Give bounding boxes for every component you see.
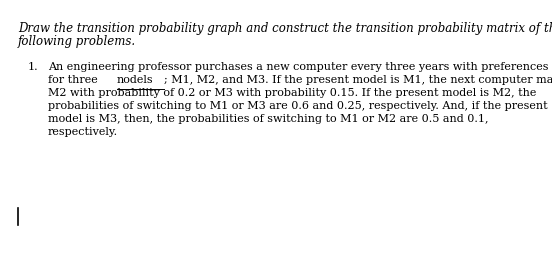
Text: M2 with probability of 0.2 or M3 with probability 0.15. If the present model is : M2 with probability of 0.2 or M3 with pr… xyxy=(48,88,537,98)
Text: An engineering professor purchases a new computer every three years with prefere: An engineering professor purchases a new… xyxy=(48,62,549,72)
Text: following problems.: following problems. xyxy=(18,35,136,48)
Text: 1.: 1. xyxy=(28,62,39,72)
Text: model is M3, then, the probabilities of switching to M1 or M2 are 0.5 and 0.1,: model is M3, then, the probabilities of … xyxy=(48,114,489,124)
Text: nodels: nodels xyxy=(116,75,153,85)
Text: Draw the transition probability graph and construct the transition probability m: Draw the transition probability graph an… xyxy=(18,22,552,35)
Text: ; M1, M2, and M3. If the present model is M1, the next computer may be: ; M1, M2, and M3. If the present model i… xyxy=(164,75,552,85)
Text: respectively.: respectively. xyxy=(48,127,118,137)
Text: probabilities of switching to M1 or M3 are 0.6 and 0.25, respectively. And, if t: probabilities of switching to M1 or M3 a… xyxy=(48,101,548,111)
Text: for three: for three xyxy=(48,75,101,85)
